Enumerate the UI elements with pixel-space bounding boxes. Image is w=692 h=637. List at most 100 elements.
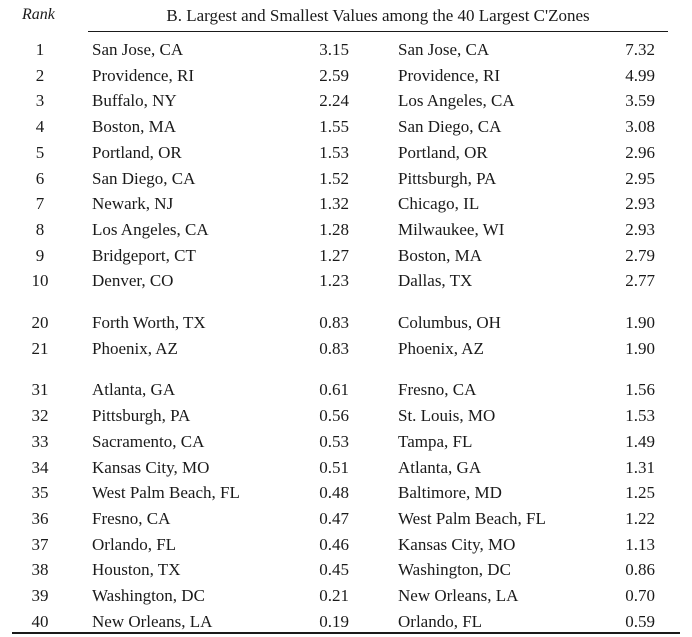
table-title: B. Largest and Smallest Values among the…	[166, 6, 590, 25]
largest-city-cell: Atlanta, GA	[398, 457, 482, 477]
rank-cell: 8	[35, 219, 45, 239]
largest-value-cell: 1.31	[625, 457, 655, 477]
rank-cell: 21	[31, 338, 49, 358]
smallest-value-cell: 1.55	[319, 117, 349, 137]
largest-city-cell: Columbus, OH	[398, 313, 501, 332]
table-row: 38 Houston, TX 0.45 Washington, DC 0.86	[0, 559, 692, 585]
largest-value-cell: 1.25	[625, 483, 655, 503]
largest-city-cell: Baltimore, MD	[398, 483, 502, 503]
largest-value-cell: 1.90	[625, 313, 655, 332]
smallest-city-cell: Sacramento, CA	[92, 431, 205, 451]
table-row: 20 Forth Worth, TX 0.83 Columbus, OH 1.90	[0, 312, 692, 338]
smallest-value-cell: 0.46	[319, 534, 349, 554]
table-row: 31 Atlanta, GA 0.61 Fresno, CA 1.56	[0, 379, 692, 405]
largest-city-cell: New Orleans, LA	[398, 586, 519, 605]
largest-city-cell: Milwaukee, WI	[398, 219, 505, 239]
rank-cell: 5	[35, 142, 45, 162]
rank-cell: 39	[31, 586, 49, 605]
smallest-city-cell: San Jose, CA	[92, 40, 184, 59]
rank-cell: 32	[31, 406, 49, 426]
smallest-value-cell: 0.56	[319, 406, 349, 426]
rank-column-header: Rank	[22, 6, 55, 23]
rank-cell: 7	[35, 194, 45, 214]
smallest-city-cell: Newark, NJ	[92, 194, 174, 214]
smallest-value-cell: 0.48	[319, 483, 349, 503]
table-row: 35 West Palm Beach, FL 0.48 Baltimore, MD 1.…	[0, 482, 692, 508]
largest-city-cell: Tampa, FL	[398, 431, 473, 451]
rank-cell: 35	[31, 483, 49, 503]
table-row: 8 Los Angeles, CA 1.28 Milwaukee, WI 2.93	[0, 219, 692, 245]
largest-value-cell: 1.90	[625, 338, 655, 358]
table-row: 32 Pittsburgh, PA 0.56 St. Louis, MO 1.53	[0, 405, 692, 431]
largest-city-cell: Providence, RI	[398, 65, 500, 85]
rank-cell: 1	[35, 40, 45, 59]
largest-value-cell: 1.13	[625, 534, 655, 554]
rank-cell: 3	[35, 91, 45, 111]
largest-value-cell: 0.70	[625, 586, 655, 605]
smallest-city-cell: San Diego, CA	[92, 168, 196, 188]
smallest-value-cell: 0.61	[319, 380, 349, 400]
smallest-city-cell: Fresno, CA	[92, 508, 171, 528]
rank-cell: 37	[31, 534, 49, 554]
largest-value-cell: 3.59	[625, 91, 655, 111]
largest-value-cell: 0.86	[625, 560, 655, 580]
rank-cell: 2	[35, 65, 45, 85]
largest-city-cell: San Jose, CA	[398, 40, 490, 59]
smallest-city-cell: Denver, CO	[92, 271, 174, 291]
largest-city-cell: Orlando, FL	[398, 611, 483, 631]
table-row: 4 Boston, MA 1.55 San Diego, CA 3.08	[0, 116, 692, 142]
smallest-value-cell: 0.51	[319, 457, 349, 477]
smallest-city-cell: New Orleans, LA	[92, 611, 213, 631]
table-row: 33 Sacramento, CA 0.53 Tampa, FL 1.49	[0, 431, 692, 457]
largest-city-cell: Chicago, IL	[398, 194, 480, 214]
smallest-value-cell: 1.52	[319, 168, 349, 188]
smallest-city-cell: Forth Worth, TX	[92, 313, 206, 332]
largest-city-cell: Dallas, TX	[398, 271, 473, 291]
largest-city-cell: Los Angeles, CA	[398, 91, 515, 111]
smallest-city-cell: Atlanta, GA	[92, 380, 176, 400]
rank-cell: 4	[35, 117, 45, 137]
table-row: 3 Buffalo, NY 2.24 Los Angeles, CA 3.59	[0, 90, 692, 116]
largest-value-cell: 3.08	[625, 117, 655, 137]
largest-value-cell: 2.95	[625, 168, 655, 188]
largest-city-cell: St. Louis, MO	[398, 406, 496, 426]
smallest-city-cell: Buffalo, NY	[92, 91, 177, 111]
smallest-city-cell: Los Angeles, CA	[92, 219, 209, 239]
largest-city-cell: Washington, DC	[398, 560, 511, 580]
largest-city-cell: Fresno, CA	[398, 380, 477, 400]
smallest-city-cell: Kansas City, MO	[92, 457, 210, 477]
rank-cell: 10	[31, 271, 49, 291]
table-row: 40 New Orleans, LA 0.19 Orlando, FL 0.59	[0, 611, 692, 637]
largest-city-cell: Pittsburgh, PA	[398, 168, 497, 188]
smallest-value-cell: 1.23	[319, 271, 349, 291]
smallest-value-cell: 1.27	[319, 245, 349, 265]
largest-value-cell: 2.93	[625, 194, 655, 214]
table-row: 36 Fresno, CA 0.47 West Palm Beach, FL 1.22	[0, 508, 692, 534]
rank-cell: 40	[31, 611, 49, 631]
largest-value-cell: 2.79	[625, 245, 655, 265]
table-row: 34 Kansas City, MO 0.51 Atlanta, GA 1.31	[0, 457, 692, 483]
largest-value-cell: 1.56	[625, 380, 655, 400]
table-row: 39 Washington, DC 0.21 New Orleans, LA 0.70	[0, 585, 692, 611]
smallest-value-cell: 0.47	[319, 508, 349, 528]
largest-value-cell: 4.99	[625, 65, 655, 85]
largest-value-cell: 1.49	[625, 431, 655, 451]
smallest-city-cell: Houston, TX	[92, 560, 181, 580]
smallest-city-cell: Pittsburgh, PA	[92, 406, 191, 426]
smallest-city-cell: Washington, DC	[92, 586, 205, 605]
smallest-city-cell: Bridgeport, CT	[92, 245, 196, 265]
smallest-city-cell: Orlando, FL	[92, 534, 177, 554]
smallest-city-cell: Providence, RI	[92, 65, 194, 85]
largest-value-cell: 2.96	[625, 142, 655, 162]
table-row: 7 Newark, NJ 1.32 Chicago, IL 2.93	[0, 193, 692, 219]
largest-city-cell: West Palm Beach, FL	[398, 508, 546, 528]
bottom-rule	[12, 632, 680, 634]
smallest-value-cell: 0.21	[319, 586, 349, 605]
rank-cell: 6	[35, 168, 45, 188]
table-row: 37 Orlando, FL 0.46 Kansas City, MO 1.13	[0, 534, 692, 560]
largest-value-cell: 1.53	[625, 406, 655, 426]
smallest-city-cell: West Palm Beach, FL	[92, 483, 240, 503]
smallest-value-cell: 0.83	[319, 338, 349, 358]
rank-cell: 31	[31, 380, 49, 400]
